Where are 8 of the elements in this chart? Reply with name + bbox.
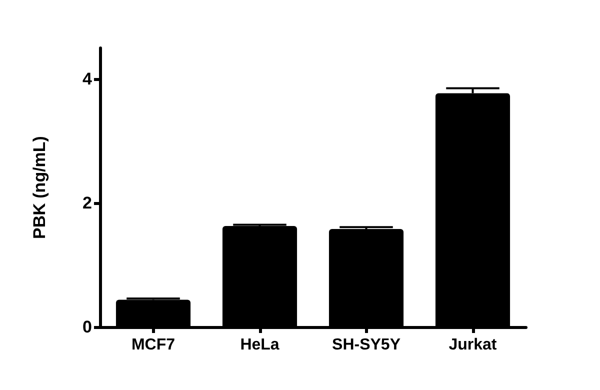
x-tick-label: HeLa bbox=[240, 336, 280, 354]
y-tick-label: 0 bbox=[82, 318, 92, 336]
y-tick-label: 4 bbox=[82, 70, 93, 88]
y-tick-label: 2 bbox=[82, 194, 92, 212]
x-tick-label: SH-SY5Y bbox=[332, 336, 401, 354]
x-tick-label: Jurkat bbox=[448, 336, 498, 354]
y-axis-title: PBK (ng/mL) bbox=[30, 136, 49, 239]
x-tick-label: MCF7 bbox=[131, 336, 176, 354]
